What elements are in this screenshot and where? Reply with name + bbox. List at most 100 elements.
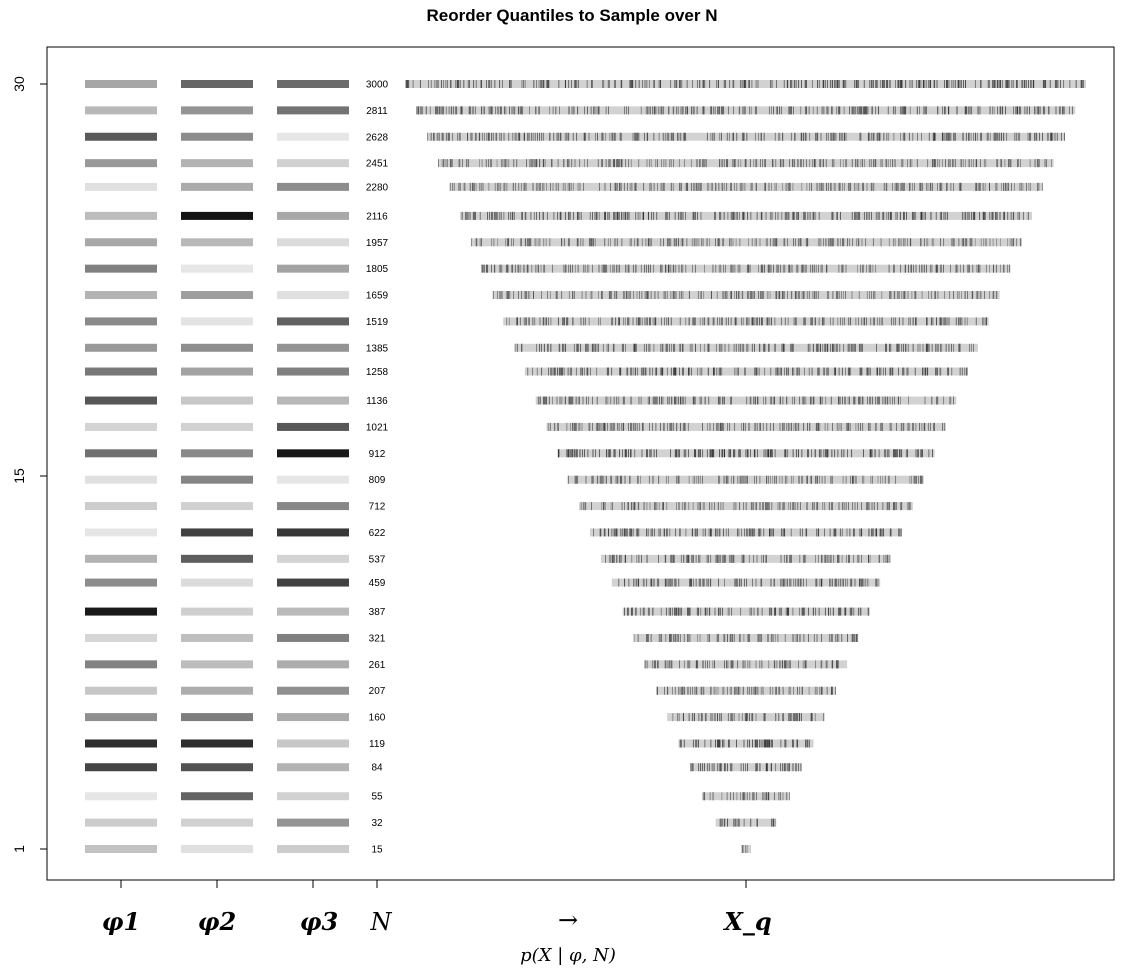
phi3-bar bbox=[277, 264, 349, 273]
sample-strip-base bbox=[416, 106, 1076, 115]
sample-strip bbox=[622, 607, 870, 616]
sample-strip bbox=[589, 528, 903, 537]
quantile-row: 1659 bbox=[85, 291, 1000, 302]
sample-strip bbox=[427, 132, 1065, 141]
sample-strip-base bbox=[600, 554, 892, 563]
phi2-bar bbox=[181, 449, 253, 458]
n-label: 160 bbox=[369, 713, 386, 724]
phi1-bar bbox=[85, 633, 157, 642]
sample-strip bbox=[535, 396, 957, 405]
n-label: 2628 bbox=[366, 132, 389, 143]
quantile-row: 1805 bbox=[85, 264, 1011, 275]
phi1-bar bbox=[85, 578, 157, 587]
sample-strip-base bbox=[611, 578, 881, 587]
n-label: 2280 bbox=[366, 182, 389, 193]
phi1-bar bbox=[85, 182, 157, 191]
sample-strip bbox=[524, 367, 968, 376]
n-label: 537 bbox=[369, 554, 386, 565]
x-axis: φ1 φ2 φ3 N → X_q p(X | φ, N) bbox=[102, 880, 772, 966]
x-label-phi2: φ2 bbox=[198, 907, 236, 936]
n-label: 912 bbox=[369, 449, 386, 460]
phi2-bar bbox=[181, 475, 253, 484]
sample-strip-base bbox=[449, 182, 1043, 191]
sample-strip bbox=[656, 686, 836, 695]
sample-strip bbox=[470, 238, 1022, 247]
sample-strip bbox=[449, 182, 1043, 191]
phi1-bar bbox=[85, 264, 157, 273]
phi1-bar bbox=[85, 686, 157, 695]
rows-layer: 3000 2811 2628 2451 2280 2116 1957 1805 1659 1519… bbox=[85, 80, 1086, 856]
phi3-bar bbox=[277, 106, 349, 115]
phi1-bar bbox=[85, 317, 157, 326]
sample-strip-base bbox=[656, 686, 836, 695]
n-label: 1021 bbox=[366, 422, 389, 433]
phi2-bar bbox=[181, 106, 253, 115]
sample-strip-base bbox=[459, 211, 1033, 220]
sample-strip-base bbox=[514, 343, 978, 352]
sample-strip-base bbox=[524, 367, 968, 376]
phi2-bar bbox=[181, 528, 253, 537]
sample-strip-base bbox=[481, 264, 1011, 273]
y-tick-label-30: 30 bbox=[11, 76, 27, 92]
x-label-phi1: φ1 bbox=[102, 907, 140, 936]
phi2-bar bbox=[181, 739, 253, 748]
quantile-row: 387 bbox=[85, 607, 870, 618]
sample-strip bbox=[557, 449, 935, 458]
n-label: 712 bbox=[369, 502, 386, 513]
page-title: Reorder Quantiles to Sample over N bbox=[426, 6, 718, 25]
phi2-bar bbox=[181, 80, 253, 88]
quantile-row: 1258 bbox=[85, 367, 968, 378]
phi1-bar bbox=[85, 449, 157, 458]
phi3-bar bbox=[277, 502, 349, 511]
phi2-bar bbox=[181, 159, 253, 168]
phi3-bar bbox=[277, 211, 349, 220]
phi3-bar bbox=[277, 763, 349, 772]
phi3-bar bbox=[277, 633, 349, 642]
phi2-bar bbox=[181, 686, 253, 695]
phi2-bar bbox=[181, 633, 253, 642]
phi3-bar bbox=[277, 291, 349, 300]
sample-strip bbox=[633, 633, 859, 642]
n-label: 3000 bbox=[366, 80, 389, 91]
phi1-bar bbox=[85, 367, 157, 376]
quantile-row: 84 bbox=[85, 763, 802, 774]
phi1-bar bbox=[85, 80, 157, 88]
quantile-row: 2280 bbox=[85, 182, 1043, 193]
phi3-bar bbox=[277, 182, 349, 191]
sample-strip-base bbox=[589, 528, 903, 537]
phi2-bar bbox=[181, 607, 253, 616]
phi1-bar bbox=[85, 528, 157, 537]
phi2-bar bbox=[181, 578, 253, 587]
phi2-bar bbox=[181, 211, 253, 220]
quantile-row: 622 bbox=[85, 528, 903, 539]
phi3-bar bbox=[277, 739, 349, 748]
n-label: 1957 bbox=[366, 238, 389, 249]
n-label: 1659 bbox=[366, 291, 389, 302]
quantile-row: 912 bbox=[85, 449, 935, 460]
phi3-bar bbox=[277, 132, 349, 141]
sample-strip-base bbox=[492, 291, 1000, 300]
n-label: 459 bbox=[369, 578, 386, 589]
sample-strip bbox=[405, 80, 1086, 88]
phi1-bar bbox=[85, 211, 157, 220]
phi2-bar bbox=[181, 554, 253, 563]
quantile-row: 1519 bbox=[85, 317, 989, 328]
y-tick-label-1: 1 bbox=[11, 845, 27, 853]
n-label: 207 bbox=[369, 686, 386, 697]
phi1-bar bbox=[85, 343, 157, 352]
phi1-bar bbox=[85, 554, 157, 563]
phi3-bar bbox=[277, 449, 349, 458]
n-label: 387 bbox=[369, 607, 386, 618]
phi1-bar bbox=[85, 502, 157, 511]
phi3-bar bbox=[277, 660, 349, 669]
x-label-arrow: → bbox=[558, 906, 578, 934]
phi1-bar bbox=[85, 763, 157, 772]
phi2-bar bbox=[181, 367, 253, 376]
sample-strip-base bbox=[470, 238, 1022, 247]
phi3-bar bbox=[277, 422, 349, 431]
y-tick-label-15: 15 bbox=[11, 468, 27, 484]
quantile-row: 207 bbox=[85, 686, 836, 697]
n-label: 2811 bbox=[366, 106, 388, 117]
phi3-bar bbox=[277, 578, 349, 587]
phi3-bar bbox=[277, 554, 349, 563]
